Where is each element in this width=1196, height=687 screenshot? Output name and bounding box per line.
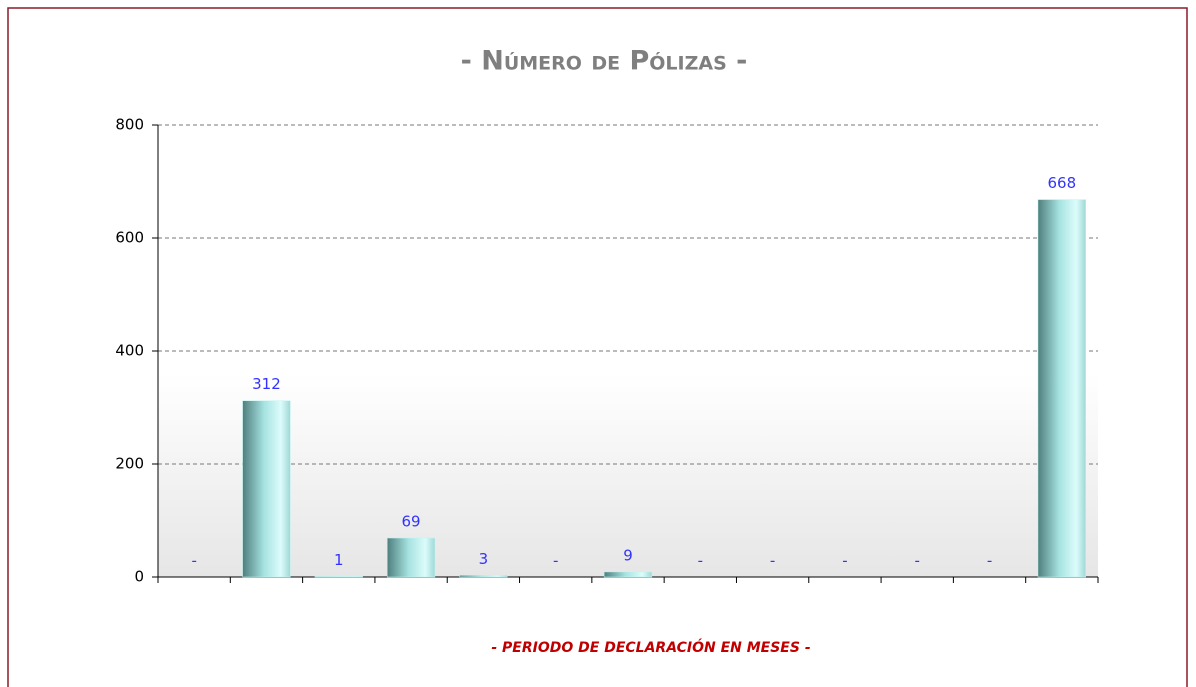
data-label: - bbox=[698, 552, 703, 570]
x-axis-label: - PERIODO DE DECLARACIÓN EN MESES - bbox=[491, 638, 810, 656]
y-tick-label: 800 bbox=[115, 116, 144, 134]
data-label: - bbox=[915, 552, 920, 570]
data-label: - bbox=[987, 552, 992, 570]
y-tick-label: 600 bbox=[115, 229, 144, 247]
bar bbox=[459, 575, 508, 578]
bar bbox=[386, 537, 436, 578]
bar bbox=[1037, 199, 1086, 578]
bar bbox=[314, 576, 363, 578]
data-label: 668 bbox=[1048, 174, 1077, 192]
data-label: 312 bbox=[252, 375, 281, 393]
data-label: 9 bbox=[623, 546, 633, 564]
data-label: 3 bbox=[479, 550, 489, 568]
chart-title: - Número de Pólizas - bbox=[461, 46, 748, 77]
frame bbox=[7, 7, 1188, 687]
y-tick-label: 200 bbox=[115, 455, 144, 473]
data-label: 69 bbox=[402, 513, 421, 531]
y-tick-label: 400 bbox=[115, 342, 144, 360]
data-label: - bbox=[842, 552, 847, 570]
data-label: - bbox=[770, 552, 775, 570]
bar bbox=[603, 571, 653, 578]
y-tick-label: 0 bbox=[134, 568, 144, 586]
data-label: - bbox=[191, 552, 196, 570]
data-label: 1 bbox=[334, 551, 344, 569]
data-label: - bbox=[553, 552, 558, 570]
bar bbox=[242, 400, 291, 578]
